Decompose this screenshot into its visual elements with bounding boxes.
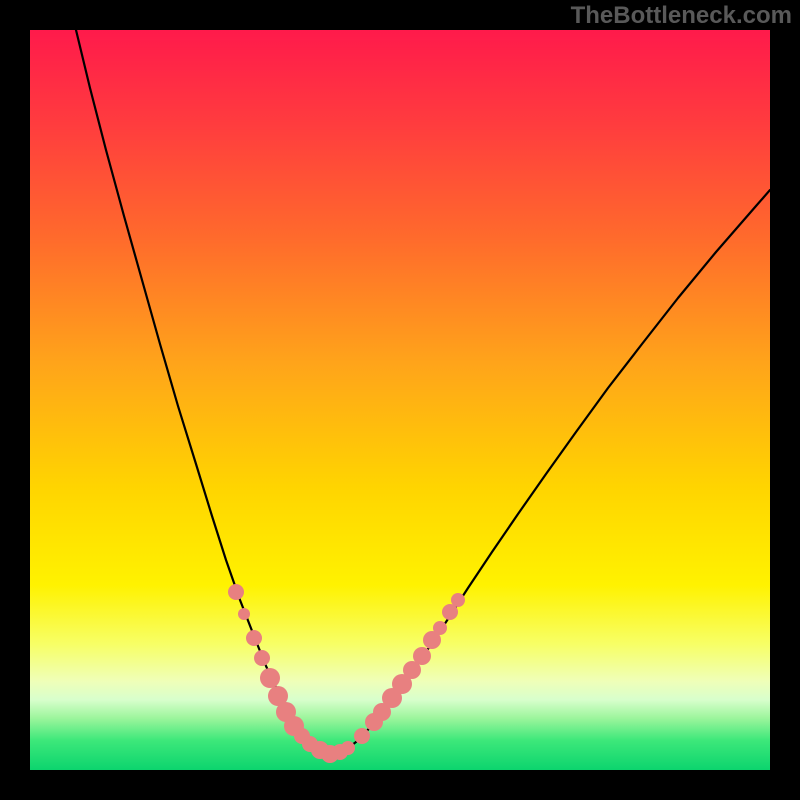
curve-marker bbox=[354, 728, 370, 744]
watermark-text: TheBottleneck.com bbox=[571, 2, 792, 30]
gradient-background bbox=[30, 30, 770, 770]
curve-marker bbox=[341, 741, 355, 755]
curve-marker bbox=[433, 621, 447, 635]
curve-marker bbox=[413, 647, 431, 665]
curve-marker bbox=[228, 584, 244, 600]
plot-area bbox=[30, 30, 770, 770]
bottleneck-curve-svg bbox=[30, 30, 770, 770]
chart-canvas: TheBottleneck.com bbox=[0, 0, 800, 800]
curve-marker bbox=[260, 668, 280, 688]
curve-marker bbox=[246, 630, 262, 646]
curve-marker bbox=[254, 650, 270, 666]
curve-marker bbox=[451, 593, 465, 607]
curve-marker bbox=[238, 608, 250, 620]
